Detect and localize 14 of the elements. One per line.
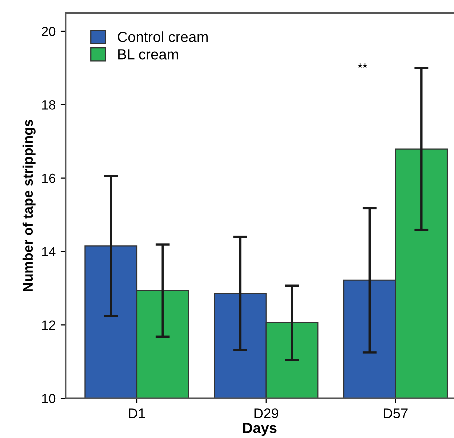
x-tick-label: D57: [384, 408, 408, 419]
legend-label: Control cream: [118, 32, 208, 42]
y-tick-label: 18: [42, 100, 56, 110]
x-axis-title: Days: [243, 423, 277, 436]
y-axis-title: Number of tape strippings: [22, 120, 36, 292]
x-tick-label: D1: [129, 408, 146, 418]
y-tick-label: 20: [42, 27, 56, 36]
y-tick-label: 10: [42, 394, 56, 404]
x-tick-label: D29: [254, 408, 278, 419]
y-tick-label: 14: [42, 247, 56, 257]
annotation: **: [358, 64, 368, 68]
y-tick-label: 16: [42, 174, 56, 184]
y-tick-label: 12: [42, 320, 56, 330]
legend-label: BL cream: [118, 50, 178, 60]
